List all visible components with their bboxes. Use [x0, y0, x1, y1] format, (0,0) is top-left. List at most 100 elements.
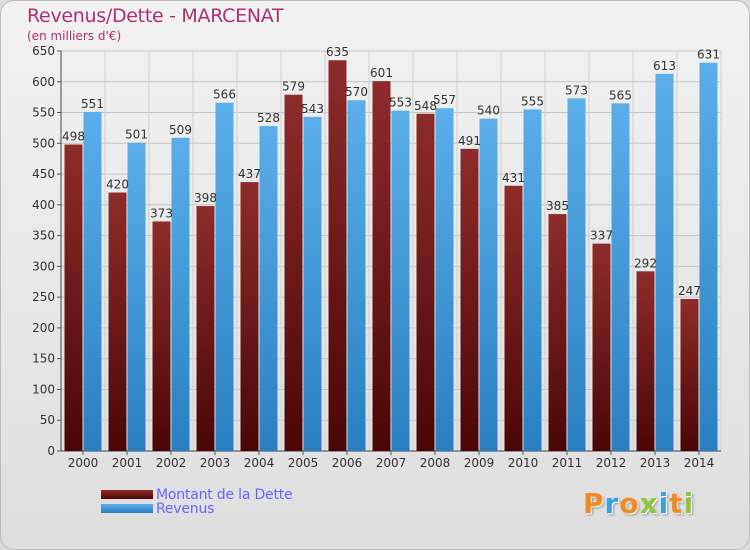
data-label-revenue: 565 — [609, 88, 632, 102]
x-tick-label: 2014 — [684, 456, 715, 470]
chart-title: Revenus/Dette - MARCENAT — [27, 5, 284, 27]
bar-revenue — [611, 103, 630, 452]
bar-revenue — [347, 100, 366, 451]
data-label-revenue: 570 — [345, 85, 368, 99]
x-tick-label: 2013 — [640, 456, 671, 470]
bar-revenue — [303, 116, 322, 451]
bar-debt — [152, 221, 171, 451]
x-tick-label: 2007 — [376, 456, 407, 470]
bar-revenue — [171, 137, 190, 451]
y-tick-label: 100 — [32, 382, 55, 396]
data-label-revenue: 557 — [433, 93, 456, 107]
data-label-debt: 491 — [458, 134, 481, 148]
data-label-debt: 398 — [194, 191, 217, 205]
x-tick-label: 2005 — [288, 456, 319, 470]
y-tick-label: 250 — [32, 290, 55, 304]
data-label-debt: 431 — [502, 171, 525, 185]
x-tick-label: 2011 — [552, 456, 583, 470]
x-tick-label: 2008 — [420, 456, 451, 470]
y-tick-label: 150 — [32, 352, 55, 366]
x-tick-label: 2004 — [244, 456, 275, 470]
legend-swatch-revenue — [101, 504, 153, 513]
x-tick-label: 2010 — [508, 456, 539, 470]
data-label-revenue: 543 — [301, 102, 324, 116]
logo-letter: r — [604, 487, 620, 520]
logo-letter: t — [669, 487, 684, 520]
y-tick-label: 350 — [32, 229, 55, 243]
bar-revenue — [479, 118, 498, 451]
bar-debt — [592, 243, 611, 451]
x-tick-label: 2009 — [464, 456, 495, 470]
data-label-revenue: 613 — [653, 59, 676, 73]
data-label-debt: 437 — [238, 167, 261, 181]
bars — [64, 60, 718, 452]
axes: 0 50 100 150 200 250 300 350 400 450 500 550 600 650 2… — [32, 44, 721, 470]
data-label-revenue: 501 — [125, 128, 148, 142]
bar-revenue — [699, 62, 718, 451]
y-tick-label: 300 — [32, 259, 55, 273]
x-tick-label: 2000 — [68, 456, 99, 470]
bar-debt — [460, 148, 479, 451]
bar-debt — [108, 192, 127, 452]
y-tick-label: 550 — [32, 106, 55, 120]
legend-label-revenue: Revenus — [156, 501, 215, 517]
y-tick-label: 500 — [32, 136, 55, 150]
bar-debt — [636, 271, 655, 451]
bar-debt — [196, 206, 215, 451]
x-tick-label: 2006 — [332, 456, 363, 470]
x-tick-label: 2012 — [596, 456, 627, 470]
y-tick-label: 0 — [47, 444, 55, 458]
bar-revenue — [655, 73, 674, 452]
bar-revenue — [391, 110, 410, 451]
data-label-revenue: 528 — [257, 111, 280, 125]
data-label-debt: 601 — [370, 66, 393, 80]
data-label-debt: 420 — [106, 178, 129, 192]
data-label-debt: 337 — [590, 229, 613, 243]
bar-debt — [372, 81, 391, 452]
y-tick-label: 650 — [32, 44, 55, 58]
data-label-debt: 548 — [414, 99, 437, 113]
bar-revenue — [259, 126, 278, 452]
data-label-revenue: 573 — [565, 83, 588, 97]
bar-debt — [328, 60, 347, 451]
bar-revenue — [523, 109, 542, 451]
y-tick-label: 200 — [32, 321, 55, 335]
y-tick-label: 600 — [32, 75, 55, 89]
data-label-debt: 635 — [326, 45, 349, 59]
x-tick-label: 2001 — [112, 456, 143, 470]
proxiti-logo: Proxiti — [583, 487, 694, 520]
logo-letter: o — [619, 487, 640, 520]
bar-debt — [416, 113, 435, 452]
data-label-debt: 579 — [282, 80, 305, 94]
data-label-debt: 385 — [546, 199, 569, 213]
data-label-revenue: 555 — [521, 94, 544, 108]
x-tick-label: 2003 — [200, 456, 231, 470]
bar-debt — [504, 185, 523, 451]
data-label-revenue: 631 — [697, 48, 720, 62]
bar-debt — [64, 144, 83, 452]
bar-debt — [284, 94, 303, 451]
logo-letter: i — [658, 487, 670, 520]
bar-revenue — [567, 98, 586, 451]
logo-letter: i — [683, 487, 695, 520]
bar-debt — [240, 182, 259, 452]
data-label-revenue: 566 — [213, 88, 236, 102]
bar-debt — [680, 299, 699, 451]
data-label-revenue: 509 — [169, 123, 192, 137]
bar-revenue — [215, 102, 234, 451]
chart-subtitle: (en milliers d'€) — [27, 29, 122, 43]
logo-letter: P — [583, 487, 605, 520]
data-label-debt: 247 — [678, 284, 701, 298]
logo-letter: x — [639, 487, 659, 520]
data-label-revenue: 551 — [81, 97, 104, 111]
data-label-debt: 373 — [150, 206, 173, 220]
y-tick-label: 450 — [32, 167, 55, 181]
data-label-debt: 498 — [62, 130, 85, 144]
bar-revenue — [127, 142, 146, 451]
bar-revenue — [83, 111, 102, 451]
y-tick-label: 50 — [40, 413, 55, 427]
legend-label-debt: Montant de la Dette — [156, 487, 293, 503]
data-label-revenue: 540 — [477, 104, 500, 118]
